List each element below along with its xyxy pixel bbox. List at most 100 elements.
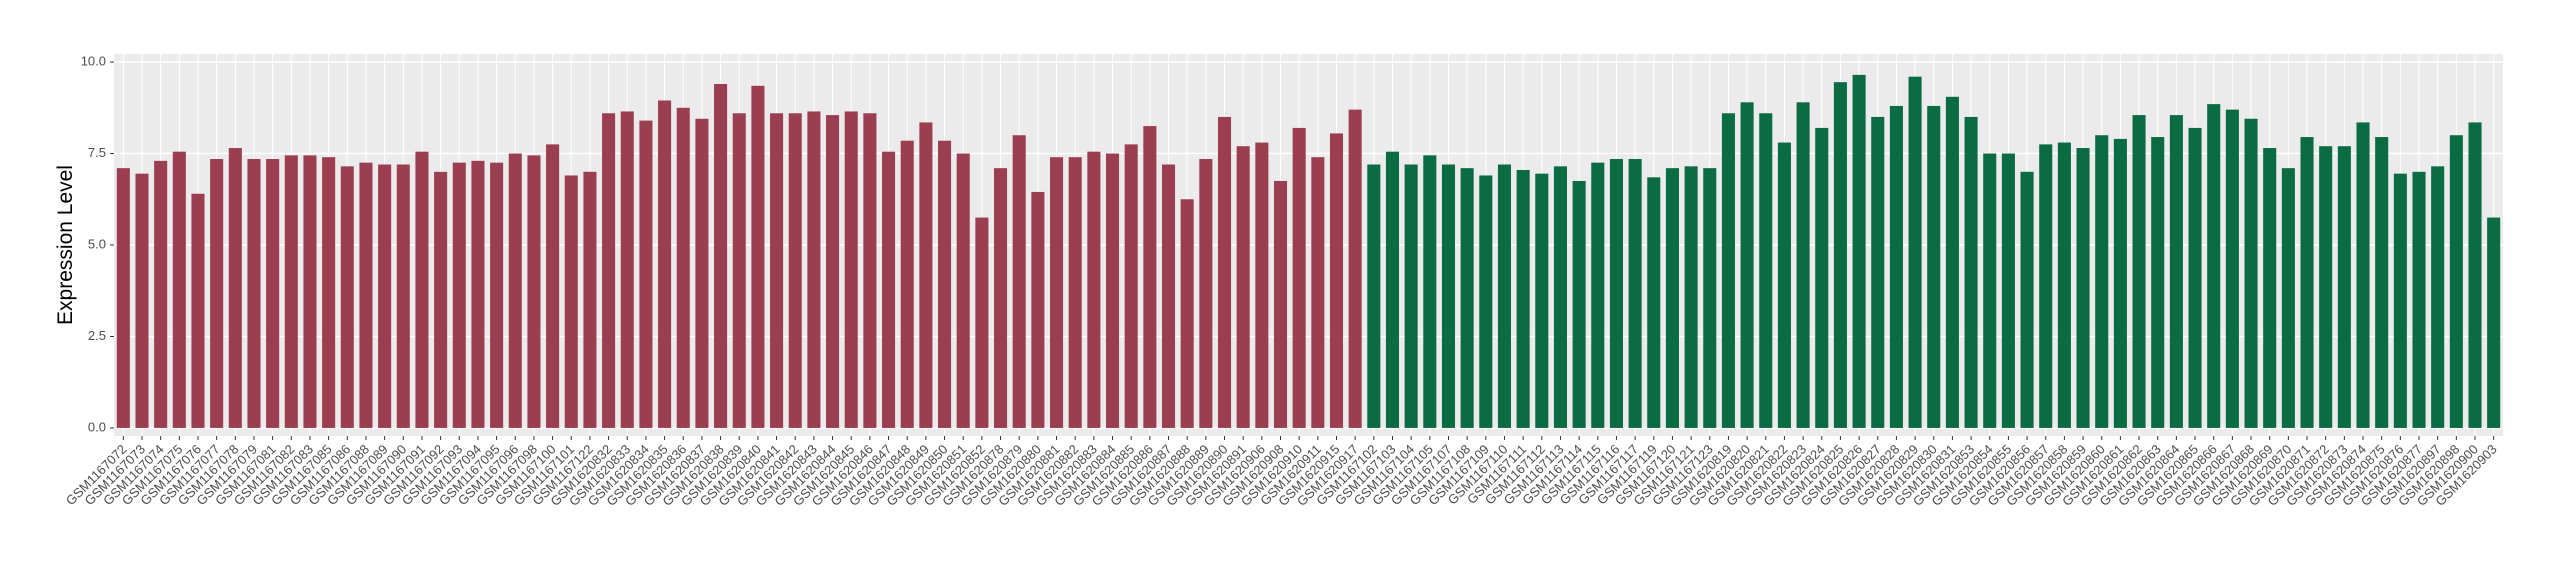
bar	[2375, 137, 2389, 428]
bar	[826, 115, 840, 428]
bar	[2300, 137, 2314, 428]
bar	[1050, 157, 1064, 428]
bar	[1087, 151, 1101, 428]
bar	[844, 111, 858, 428]
bar	[1180, 199, 1194, 428]
y-tick-label: 7.5	[88, 145, 106, 160]
bar	[770, 113, 784, 428]
bar	[1815, 127, 1829, 428]
bar	[1908, 76, 1922, 428]
bar	[1404, 164, 1418, 428]
bar	[1553, 166, 1567, 428]
bar	[546, 144, 560, 428]
bar	[2001, 153, 2015, 428]
bar	[620, 111, 634, 428]
bar	[1236, 146, 1250, 428]
bar	[788, 113, 802, 428]
bar	[1329, 133, 1344, 428]
bar	[1161, 164, 1176, 428]
bar	[2151, 137, 2165, 428]
bar	[2113, 138, 2127, 428]
bar	[2207, 104, 2221, 428]
y-tick-label: 2.5	[88, 328, 106, 343]
bar	[1497, 164, 1512, 428]
bar	[1871, 116, 1885, 428]
y-tick-label: 5.0	[88, 236, 106, 251]
bar	[247, 159, 261, 428]
bar	[322, 157, 336, 428]
bar	[1516, 169, 1530, 428]
bar	[1628, 159, 1642, 428]
bar	[1796, 102, 1810, 428]
bar	[1217, 116, 1232, 428]
bar	[172, 151, 186, 428]
bar	[1012, 135, 1026, 428]
bar	[1927, 105, 1941, 428]
bar	[378, 164, 392, 428]
bar	[228, 148, 242, 428]
bar	[1311, 157, 1325, 428]
bar	[2449, 135, 2463, 428]
bar	[490, 162, 504, 428]
bar	[2281, 168, 2295, 428]
bar	[1759, 113, 1773, 428]
bar	[863, 113, 877, 428]
bar	[2319, 146, 2333, 428]
bar	[751, 85, 765, 428]
bar	[1665, 168, 1679, 428]
bar	[2431, 166, 2445, 428]
bar	[2263, 148, 2277, 428]
bar	[1124, 144, 1138, 428]
bar	[2188, 127, 2202, 428]
bar	[1852, 74, 1866, 428]
bar	[210, 159, 224, 428]
bar	[116, 168, 130, 428]
bar	[471, 160, 485, 428]
bar	[1423, 155, 1437, 428]
bar	[508, 153, 522, 428]
bar	[415, 151, 429, 428]
bar	[1385, 151, 1400, 428]
bar	[1983, 153, 1997, 428]
bar	[1777, 142, 1791, 428]
bar	[266, 159, 280, 428]
bar	[975, 217, 989, 428]
bar	[658, 100, 672, 428]
bar	[695, 118, 709, 428]
bar	[1703, 168, 1717, 428]
bar	[1740, 102, 1754, 428]
bar	[639, 120, 653, 428]
bar	[1964, 116, 1978, 428]
bar	[900, 140, 914, 428]
bar	[732, 113, 746, 428]
bar	[1367, 164, 1381, 428]
bar	[1255, 142, 1269, 428]
bar	[2412, 171, 2426, 428]
bar	[1199, 159, 1213, 428]
bar	[303, 155, 317, 428]
bar	[1647, 177, 1661, 428]
bar	[714, 84, 728, 428]
bar	[1348, 109, 1362, 428]
bar	[2393, 173, 2407, 428]
bar	[1068, 157, 1082, 428]
bar	[564, 175, 578, 428]
bar	[2076, 148, 2090, 428]
bar	[919, 122, 933, 428]
bar	[2095, 135, 2109, 428]
bar	[956, 153, 970, 428]
bar	[2020, 171, 2034, 428]
bar	[676, 107, 690, 428]
y-tick-label: 10.0	[81, 53, 106, 68]
bar	[882, 151, 896, 428]
bar	[2468, 122, 2482, 428]
bar	[1273, 180, 1288, 428]
y-tick-label: 0.0	[88, 419, 106, 434]
bar	[527, 155, 541, 428]
y-axis-title: Expression Level	[54, 165, 77, 325]
bar	[1609, 159, 1623, 428]
bar	[583, 171, 597, 428]
bar	[807, 111, 821, 428]
bar	[2132, 115, 2146, 428]
